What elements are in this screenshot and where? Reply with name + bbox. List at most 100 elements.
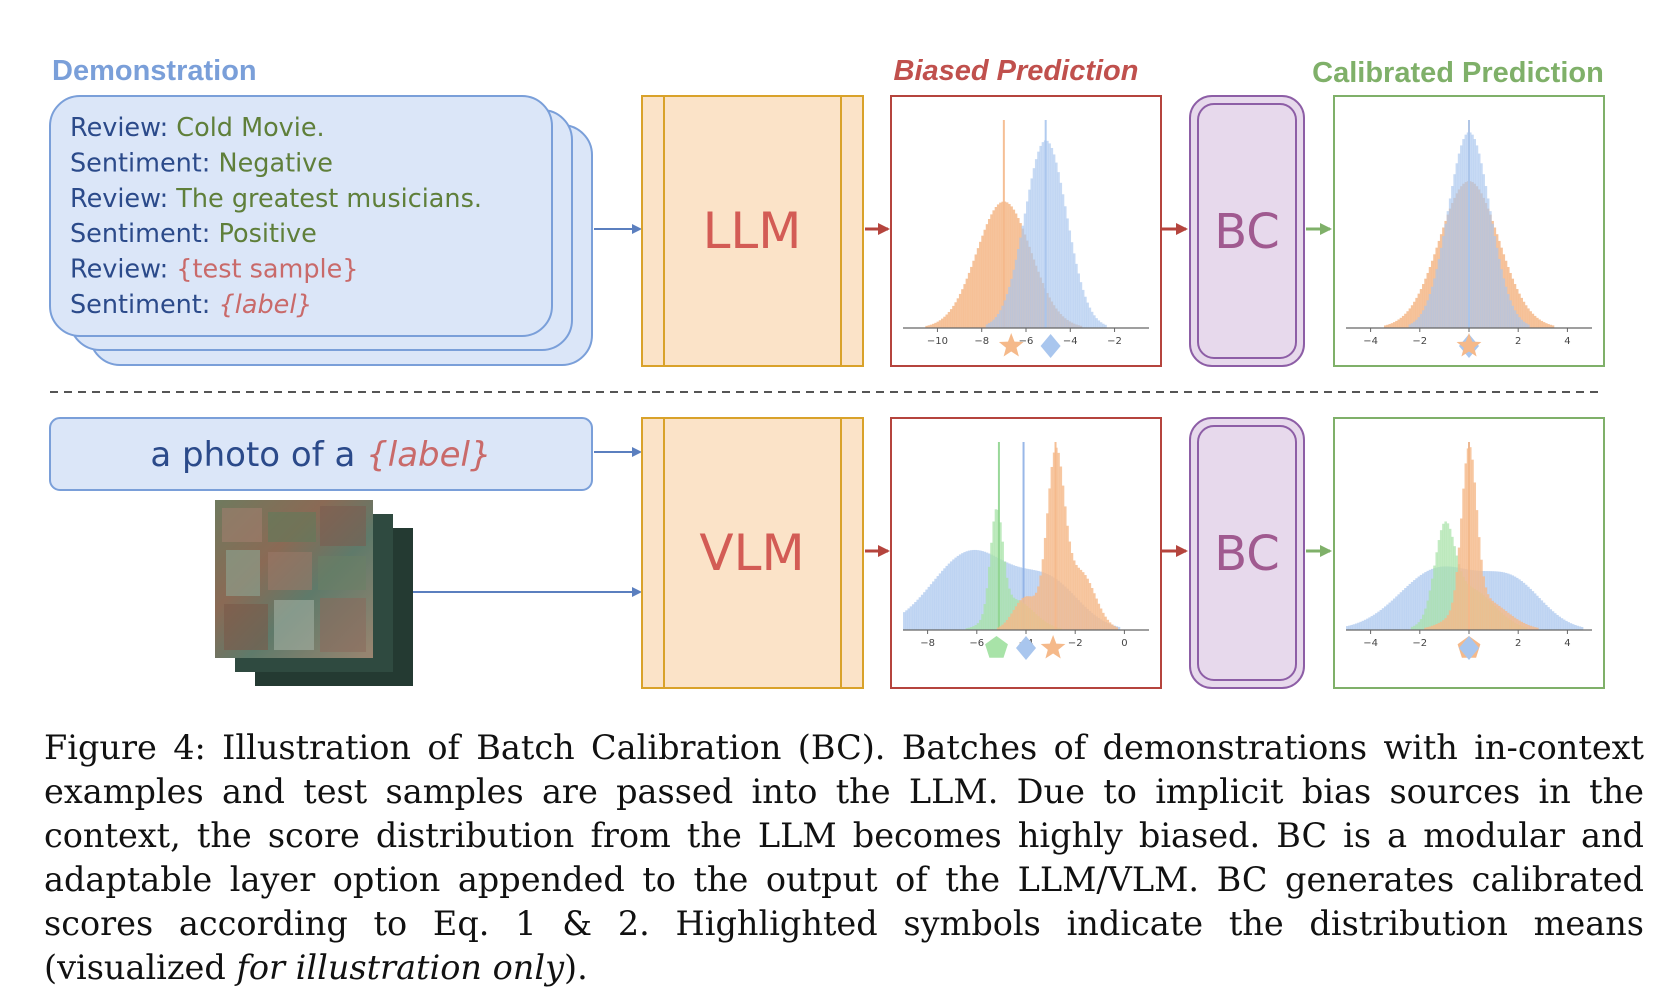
hist-bar [1108,622,1112,630]
hist-bar [1401,315,1405,328]
hist-bar [1520,319,1523,328]
hist-bar [990,214,993,328]
hist-bar [1475,145,1479,328]
hist-bar [941,570,944,630]
hist-bar [958,293,962,328]
hist-bar [1560,618,1564,630]
hist-bar [1001,305,1004,328]
hist-bar [1050,466,1054,630]
vlm-block: VLM [641,417,864,689]
hist-bar [1113,626,1116,630]
hist-bar [1484,587,1488,630]
hist-bar [954,302,957,328]
hist-bar [1513,576,1517,630]
hist-bar [1500,269,1503,328]
hist-bar [1350,624,1354,630]
hist-bar [1433,624,1436,630]
hist-bar [1518,317,1521,328]
hist-bar [970,550,973,630]
hist-bar [1518,620,1521,630]
hist-bar [992,319,995,328]
hist-bar [1021,597,1025,630]
hist-bar [1509,574,1512,630]
hist-bar [1397,319,1400,328]
hist-bar [1520,297,1523,328]
hist-bar [1005,202,1009,328]
tick-label: −4 [1363,336,1378,347]
hist-bar [1457,547,1461,630]
hist-bar [1408,308,1412,328]
tick-label: −4 [1363,638,1378,649]
calibrated-prediction-header: Calibrated Prediction [1312,57,1604,89]
biased-prediction-header: Biased Prediction [894,55,1139,87]
hist-bar [1437,540,1441,630]
hist-bar [1023,213,1027,328]
hist-bar [1061,485,1065,630]
hist-bar [967,550,971,630]
hist-bar [1442,236,1445,328]
hist-bar [1019,600,1022,630]
hist-bar [967,627,971,630]
hist-bar [1039,575,1042,630]
hist-bar [972,260,975,328]
hist-bar [1415,578,1418,630]
hist-bar [1017,602,1020,630]
hist-bar [1070,553,1074,630]
hist-bar [1511,305,1515,328]
hist-bar [1435,269,1438,328]
hist-bar [1495,571,1499,630]
hist-bar [1399,592,1403,630]
bc-block-bottom: BC [1189,417,1305,689]
hist-bar [1538,598,1541,630]
hist-bar [1520,621,1523,630]
hist-bar [1057,172,1060,328]
hist-bar [1529,625,1532,630]
figure-caption: Figure 4: Illustration of Batch Calibrat… [44,726,1644,990]
hist-bar [952,305,955,328]
hist-bar [963,552,966,630]
hist-bar [1072,560,1076,630]
hist-bar [1110,624,1114,630]
hist-bar [1390,323,1394,328]
hist-bar [1117,626,1121,630]
hist-bar [920,594,924,630]
hist-bar [1549,609,1553,630]
hist-bar [956,298,960,328]
demo-key: Review: [70,184,176,214]
demo-key: Sentiment: [70,148,219,178]
hist-bar [918,597,922,630]
hist-bar [1518,293,1521,328]
hist-bar [1005,294,1009,328]
hist-bar [1502,609,1506,630]
hist-bar [1102,612,1105,630]
hist-bar [1495,604,1499,630]
hist-bar [1545,604,1548,630]
hist-bar [1453,546,1456,630]
hist-bar [999,310,1002,328]
hist-bar [1580,626,1584,630]
hist-bar [907,608,911,630]
hist-bar [1567,622,1570,630]
hist-bar [936,576,940,630]
hist-bar [1410,323,1414,328]
hist-bar [990,321,993,328]
hist-bar [1451,536,1454,630]
hist-bar [1502,278,1506,328]
hist-bar [1055,162,1058,328]
hist-bar [1439,621,1443,630]
hist-bar [1513,310,1517,328]
hist-bar [1014,566,1018,630]
hist-bar [974,254,978,328]
tick-label: −8 [920,638,935,649]
hist-bar [1527,308,1530,328]
hist-bar [1059,466,1063,630]
hist-bar [949,561,953,630]
hist-bar [965,551,969,630]
hist-bar [1417,317,1421,328]
hist-bar [1012,209,1016,328]
tick-label: 4 [1564,336,1570,347]
hist-bar [925,589,928,630]
hist-bar [1460,145,1463,328]
hist-bar [1495,247,1499,328]
hist-bar [1348,625,1351,630]
